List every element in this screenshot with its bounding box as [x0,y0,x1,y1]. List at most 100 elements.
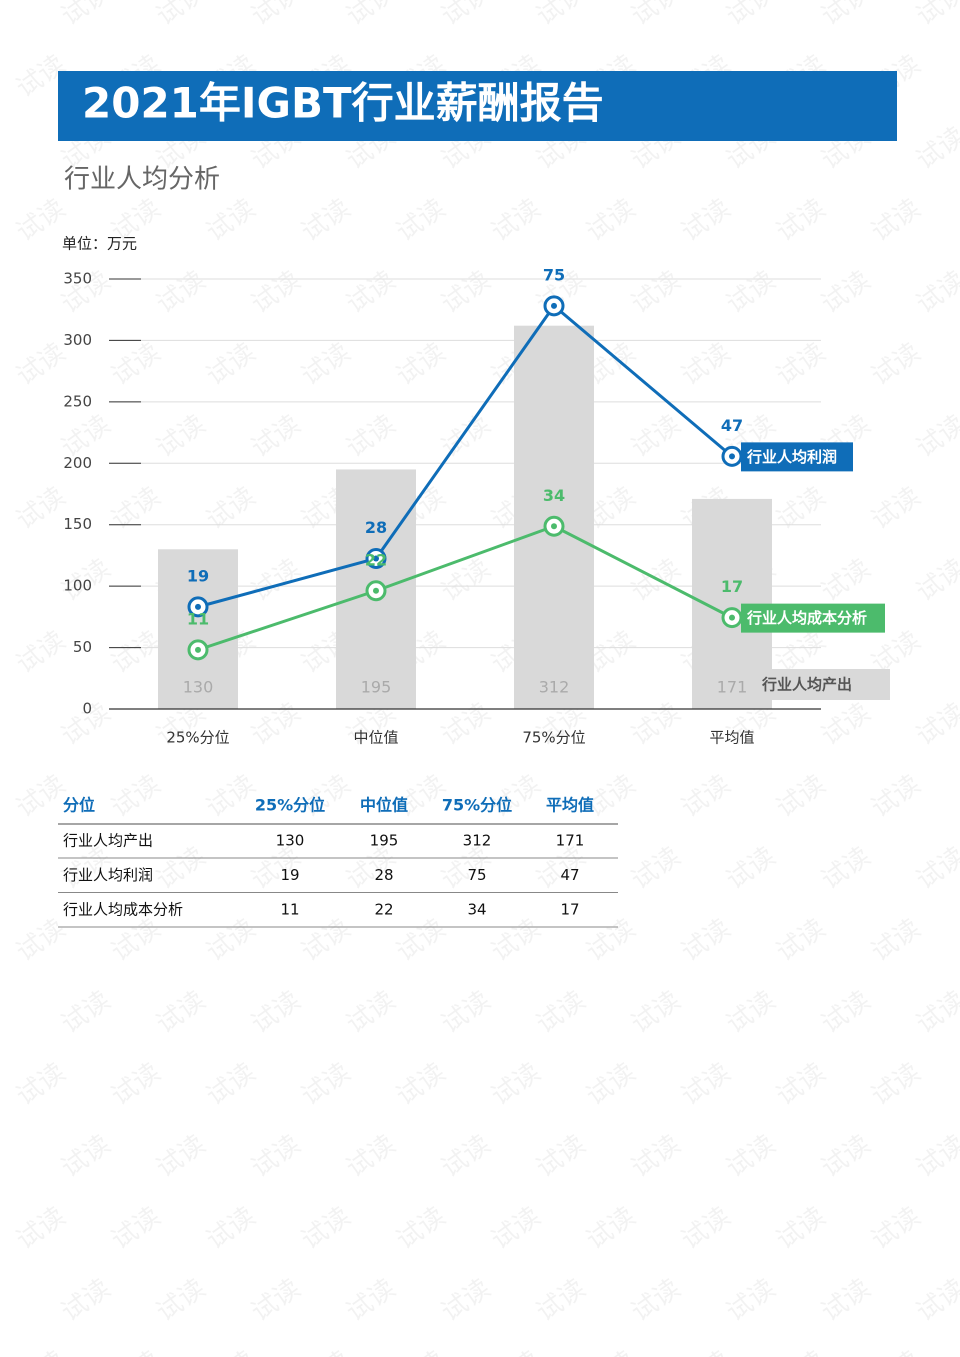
watermark: 试读 [11,1201,71,1255]
watermark: 试读 [56,985,116,1039]
legend-label: 行业人均产出 [761,676,852,694]
watermark: 试读 [436,841,496,895]
watermark: 试读 [11,481,71,535]
watermark: 试读 [486,1345,546,1357]
bar-value-label: 312 [539,678,570,697]
watermark: 试读 [816,1129,876,1183]
line-series [197,524,733,652]
watermark: 试读 [56,1273,116,1327]
watermark: 试读 [341,1273,401,1327]
watermark: 试读 [676,913,736,967]
watermark: 试读 [246,985,306,1039]
watermark: 试读 [486,1201,546,1255]
legend-tag [741,442,853,472]
watermark: 试读 [341,1129,401,1183]
unit-label: 单位：万元 [62,235,137,253]
watermark: 试读 [56,0,116,32]
watermark: 试读 [721,985,781,1039]
watermark: 试读 [911,985,960,1039]
watermark: 试读 [391,1057,451,1111]
watermark: 试读 [486,913,546,967]
watermark: 试读 [11,769,71,823]
watermark: 试读 [201,1201,261,1255]
watermark: 试读 [626,409,686,463]
watermark: 试读 [771,337,831,391]
table-cell: 130 [276,832,305,850]
header-bar [58,71,897,141]
watermark: 试读 [106,1201,166,1255]
watermark: 试读 [11,625,71,679]
watermark: 试读 [626,553,686,607]
table-header: 分位 [63,796,95,815]
watermark: 试读 [816,265,876,319]
watermark: 试读 [911,697,960,751]
watermark: 试读 [721,1273,781,1327]
marker-dot [195,646,201,653]
watermark: 试读 [106,1345,166,1357]
watermark: 试读 [106,337,166,391]
watermark: 试读 [626,1129,686,1183]
point-value-label: 34 [543,486,565,505]
watermark: 试读 [626,265,686,319]
watermark: 试读 [201,913,261,967]
watermark: 试读 [436,553,496,607]
table-cell: 75 [467,866,486,884]
watermark: 试读 [436,985,496,1039]
watermark: 试读 [721,841,781,895]
table-header: 平均值 [546,796,594,815]
watermark: 试读 [676,769,736,823]
table-cell: 171 [556,832,585,850]
point-value-label: 17 [721,577,743,596]
watermark: 试读 [341,265,401,319]
watermark: 试读 [106,481,166,535]
watermark: 试读 [201,1345,261,1357]
watermark: 试读 [436,697,496,751]
subtitle: 行业人均分析 [64,165,220,195]
watermark: 试读 [246,265,306,319]
watermark: 试读 [201,193,261,247]
watermark: 试读 [531,985,591,1039]
x-tick-label: 中位值 [353,729,398,747]
y-tick-label: 0 [82,700,92,718]
marker-dot [729,614,735,621]
watermark: 试读 [151,0,211,32]
watermark: 试读 [436,265,496,319]
watermark: 试读 [626,1273,686,1327]
point-value-label: 47 [721,416,743,435]
y-tick-label: 150 [63,515,92,533]
watermark: 试读 [201,769,261,823]
watermark: 试读 [911,553,960,607]
watermark: 试读 [816,553,876,607]
y-tick-label: 50 [73,638,92,656]
table-cell: 19 [280,866,299,884]
marker-dot [373,587,379,594]
watermark: 试读 [866,913,926,967]
watermark: 试读 [866,481,926,535]
x-tick-label: 75%分位 [522,729,585,747]
line-series [197,303,733,609]
watermark: 试读 [626,697,686,751]
watermark: 试读 [721,1129,781,1183]
table-cell: 11 [280,901,299,919]
watermark: 试读 [911,1129,960,1183]
watermark: 试读 [771,1345,831,1357]
watermark: 试读 [816,0,876,32]
watermark: 试读 [151,985,211,1039]
watermark: 试读 [676,1057,736,1111]
point-value-label: 22 [365,550,387,569]
watermark: 试读 [816,1273,876,1327]
point-value-label: 28 [365,518,387,537]
watermark: 试读 [486,1057,546,1111]
watermark: 试读 [436,409,496,463]
watermark: 试读 [866,1201,926,1255]
watermark: 试读 [106,913,166,967]
watermark: 试读 [676,1345,736,1357]
marker-dot [551,523,557,530]
watermark: 试读 [201,337,261,391]
watermark: 试读 [911,1273,960,1327]
point-value-label: 19 [187,566,209,585]
watermark: 试读 [201,1057,261,1111]
watermark: 试读 [816,985,876,1039]
marker-dot [195,603,201,610]
